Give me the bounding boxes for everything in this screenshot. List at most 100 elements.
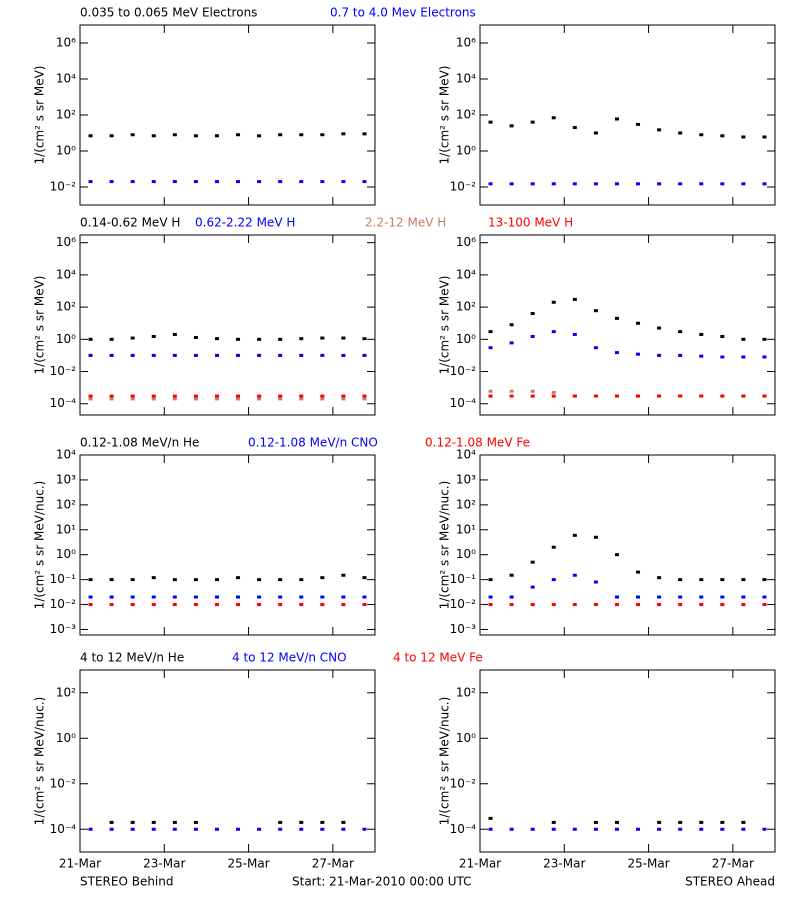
data-point xyxy=(151,134,156,138)
y-tick-label: 10⁰ xyxy=(56,332,76,346)
data-point xyxy=(172,397,177,401)
data-point xyxy=(593,394,598,398)
data-point xyxy=(614,351,619,355)
data-point xyxy=(130,133,135,137)
data-point xyxy=(130,603,135,607)
y-tick-label: 10⁻² xyxy=(450,364,477,378)
data-point xyxy=(657,576,662,580)
data-point xyxy=(172,578,177,582)
data-point xyxy=(320,180,325,184)
y-axis-label: 1/(cm² s sr MeV) xyxy=(438,66,452,165)
y-tick-label: 10⁻⁴ xyxy=(50,396,77,410)
y-tick-label: 10³ xyxy=(56,472,76,486)
data-point xyxy=(172,180,177,184)
data-point xyxy=(257,827,262,831)
data-point xyxy=(299,133,304,137)
data-point xyxy=(130,827,135,831)
data-point xyxy=(109,353,114,357)
data-point xyxy=(551,390,556,394)
data-point xyxy=(614,827,619,831)
data-point xyxy=(214,353,219,357)
data-point xyxy=(720,820,725,824)
data-point xyxy=(172,820,177,824)
y-tick-label: 10⁶ xyxy=(456,235,476,249)
data-point xyxy=(88,578,93,582)
data-point xyxy=(257,180,262,184)
data-point xyxy=(509,124,514,128)
legend-entry: 0.035 to 0.065 MeV Electrons xyxy=(80,6,257,20)
data-point xyxy=(109,134,114,138)
y-tick-label: 10⁻¹ xyxy=(450,572,477,586)
data-point xyxy=(762,827,767,831)
data-point xyxy=(488,120,493,124)
data-point xyxy=(720,355,725,359)
footer-right: STEREO Ahead xyxy=(685,875,775,889)
data-point xyxy=(172,332,177,336)
data-point xyxy=(130,397,135,401)
x-tick-label: 25-Mar xyxy=(627,857,669,871)
data-point xyxy=(741,355,746,359)
y-tick-label: 10⁴ xyxy=(56,267,76,281)
data-point xyxy=(657,595,662,599)
data-point xyxy=(488,330,493,334)
data-point xyxy=(614,182,619,186)
data-point xyxy=(236,353,241,357)
data-point xyxy=(593,309,598,313)
data-point xyxy=(193,595,198,599)
data-point xyxy=(530,827,535,831)
data-point xyxy=(614,595,619,599)
data-point xyxy=(741,595,746,599)
data-point xyxy=(593,131,598,135)
panel-frame xyxy=(79,454,376,636)
data-point xyxy=(236,397,241,401)
x-tick-label: 21-Mar xyxy=(459,857,501,871)
data-point xyxy=(172,603,177,607)
panel-frame xyxy=(479,234,776,416)
data-point xyxy=(488,827,493,831)
data-point xyxy=(257,394,262,398)
data-point xyxy=(172,827,177,831)
data-point xyxy=(193,394,198,398)
data-point xyxy=(320,336,325,340)
data-point xyxy=(88,180,93,184)
data-point xyxy=(509,341,514,345)
data-point xyxy=(699,820,704,824)
data-point xyxy=(699,354,704,358)
data-point xyxy=(720,334,725,338)
y-tick-label: 10⁻¹ xyxy=(50,572,77,586)
data-point xyxy=(214,397,219,401)
data-point xyxy=(657,326,662,330)
data-point xyxy=(488,389,493,393)
data-point xyxy=(572,573,577,577)
data-point xyxy=(193,134,198,138)
legend-entry: 0.14-0.62 MeV H xyxy=(80,216,180,230)
data-point xyxy=(151,180,156,184)
data-point xyxy=(151,576,156,580)
data-point xyxy=(278,397,283,401)
y-tick-label: 10¹ xyxy=(56,522,76,536)
data-point xyxy=(278,353,283,357)
data-point xyxy=(130,578,135,582)
legend-entry: 0.12-1.08 MeV/n CNO xyxy=(248,436,378,450)
y-tick-label: 10⁻² xyxy=(450,776,477,790)
data-point xyxy=(130,353,135,357)
data-point xyxy=(678,820,683,824)
data-point xyxy=(699,182,704,186)
data-point xyxy=(257,603,262,607)
data-point xyxy=(741,182,746,186)
data-point xyxy=(109,180,114,184)
data-point xyxy=(593,603,598,607)
data-point xyxy=(678,394,683,398)
data-point xyxy=(509,595,514,599)
data-point xyxy=(593,535,598,539)
data-point xyxy=(362,337,367,341)
data-point xyxy=(530,585,535,589)
y-tick-label: 10⁻² xyxy=(50,597,77,611)
y-tick-label: 10² xyxy=(56,685,76,699)
data-point xyxy=(341,820,346,824)
data-point xyxy=(762,135,767,139)
data-point xyxy=(551,330,556,334)
data-point xyxy=(362,827,367,831)
data-point xyxy=(720,595,725,599)
data-point xyxy=(657,827,662,831)
